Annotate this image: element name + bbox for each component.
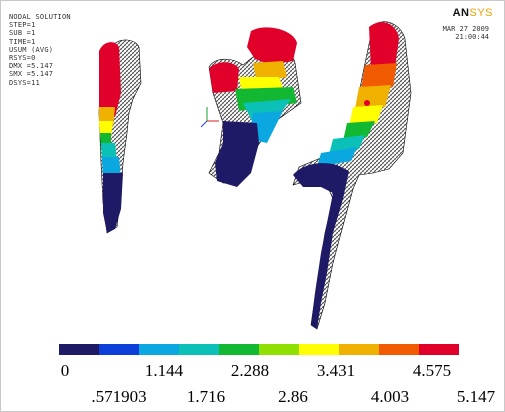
legend-labels-bottom: .571903 1.716 2.86 4.003 5.147 — [1, 387, 505, 407]
info-line: DMX =5.147 — [9, 62, 54, 71]
legend-band — [179, 344, 219, 355]
legend-tick-label: 2.86 — [278, 387, 308, 406]
info-line: SUB =1 — [9, 29, 36, 38]
legend-band — [59, 344, 99, 355]
right-part — [292, 21, 412, 330]
legend-tick-label: 1.144 — [144, 361, 184, 380]
legend-band — [139, 344, 179, 355]
info-line: SMX =5.147 — [9, 70, 54, 79]
contour-color-legend — [59, 344, 459, 355]
legend-band — [219, 344, 259, 355]
legend-band — [259, 344, 299, 355]
model-viewport[interactable]: NODAL SOLUTION STEP=1 SUB =1 TIME=1 USUM… — [3, 3, 503, 341]
legend-band — [299, 344, 339, 355]
time-label: 21:00:44 — [455, 33, 489, 41]
nodal-solution-info: NODAL SOLUTION STEP=1 SUB =1 TIME=1 USUM… — [9, 13, 71, 87]
legend-tick-label: .571903 — [91, 387, 147, 406]
info-line: TIME=1 — [9, 37, 36, 46]
info-line: RSYS=0 — [9, 54, 36, 63]
legend-tick-label: 0 — [60, 361, 70, 380]
info-line: DSYS=11 — [9, 78, 40, 87]
info-line: USUM (AVG) — [9, 45, 54, 54]
legend-band — [379, 344, 419, 355]
date-label: MAR 27 2009 — [442, 25, 489, 33]
left-part — [98, 39, 142, 234]
legend-band — [99, 344, 139, 355]
legend-tick-label: 4.003 — [370, 387, 410, 406]
legend-tick-label: 1.716 — [186, 387, 226, 406]
legend-labels-top: 0 1.144 2.288 3.431 4.575 — [1, 361, 505, 381]
legend-tick-label: 2.288 — [230, 361, 270, 380]
info-line: NODAL SOLUTION — [9, 13, 71, 21]
legend-tick-label: 4.575 — [412, 361, 452, 380]
model-contour-plot — [98, 21, 412, 330]
timestamp: MAR 27 2009 21:00:44 — [443, 25, 489, 41]
middle-part — [208, 27, 302, 187]
legend-tick-label: 3.431 — [316, 361, 356, 380]
info-line: STEP=1 — [9, 21, 36, 30]
ansys-logo: ANSYS — [452, 7, 493, 19]
legend-band — [339, 344, 379, 355]
axis-triad — [200, 107, 219, 128]
legend-tick-label: 5.147 — [456, 387, 496, 406]
legend-band — [419, 344, 459, 355]
